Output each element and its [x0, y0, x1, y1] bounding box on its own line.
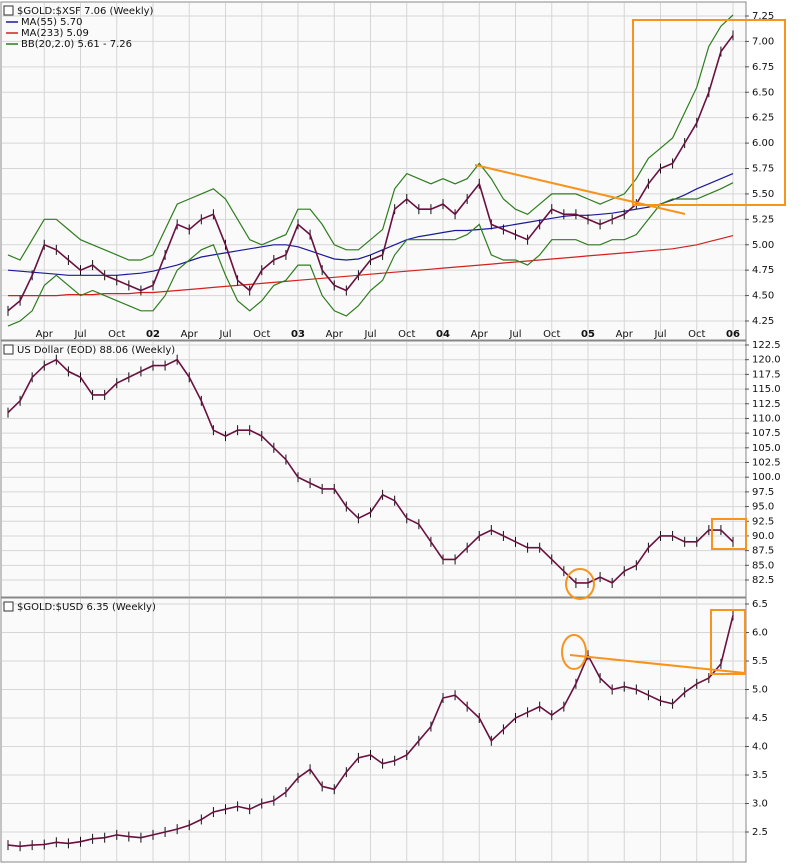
y-tick-label: 6.0 — [752, 628, 768, 639]
y-tick-label: 90.0 — [752, 531, 774, 542]
y-tick-label: 6.00 — [752, 138, 774, 149]
y-tick-label: 5.5 — [752, 656, 768, 667]
panel-frame — [0, 340, 747, 598]
y-tick-label: 6.50 — [752, 87, 774, 98]
x-tick-label: Apr — [181, 329, 199, 340]
series-line — [7, 14, 734, 261]
x-tick-label: Oct — [108, 329, 125, 340]
y-tick-label: 110.0 — [752, 413, 781, 424]
highlight-box — [632, 19, 786, 206]
x-tick-label: Apr — [616, 329, 634, 340]
y-tick-label: 3.0 — [752, 799, 768, 810]
chart-title: $GOLD:$USD 6.35 (Weekly) — [17, 602, 156, 613]
x-tick-label: Apr — [471, 329, 489, 340]
y-tick-label: 107.5 — [752, 428, 781, 439]
trend-line — [474, 164, 686, 215]
x-tick-label: Oct — [253, 329, 270, 340]
x-tick-label: 02 — [146, 329, 160, 340]
chart-title: $GOLD:$XSF 7.06 (Weekly) — [17, 6, 154, 17]
y-tick-label: 122.5 — [752, 340, 781, 351]
title-icon — [3, 344, 14, 355]
x-tick-label: Apr — [326, 329, 344, 340]
y-tick-label: 120.0 — [752, 355, 781, 366]
y-tick-label: 5.25 — [752, 214, 774, 225]
price-line — [7, 34, 734, 312]
y-tick-label: 3.5 — [752, 770, 768, 781]
y-tick-label: 6.75 — [752, 62, 774, 73]
x-tick-label: Jul — [363, 329, 376, 340]
x-tick-label: Apr — [36, 329, 54, 340]
y-tick-label: 97.5 — [752, 487, 774, 498]
x-tick-label: Jul — [218, 329, 231, 340]
series-line-lower — [7, 182, 734, 327]
y-tick-label: 4.50 — [752, 291, 774, 302]
y-tick-label: 7.25 — [752, 11, 774, 22]
y-tick-label: 115.0 — [752, 384, 781, 395]
y-tick-label: 6.5 — [752, 599, 768, 610]
highlight-circle — [561, 634, 587, 670]
x-tick-label: Jul — [508, 329, 521, 340]
x-tick-label: 05 — [581, 329, 595, 340]
x-tick-label: 03 — [291, 329, 305, 340]
y-tick-label: 100.0 — [752, 472, 781, 483]
price-line — [7, 358, 734, 584]
price-line — [7, 615, 734, 848]
highlight-box — [711, 518, 747, 550]
x-tick-label: 04 — [436, 329, 450, 340]
y-tick-label: 2.5 — [752, 827, 768, 838]
title-icon — [3, 601, 14, 612]
x-tick-label: 06 — [726, 329, 740, 340]
legend-label: BB(20,2.0) 5.61 - 7.26 — [21, 39, 132, 50]
legend-label: MA(55) 5.70 — [21, 17, 82, 28]
y-tick-label: 5.75 — [752, 164, 774, 175]
y-tick-label: 102.5 — [752, 458, 781, 469]
y-tick-label: 85.0 — [752, 560, 774, 571]
series-line — [7, 173, 734, 276]
y-tick-label: 4.5 — [752, 713, 768, 724]
y-tick-label: 5.00 — [752, 240, 774, 251]
y-tick-label: 95.0 — [752, 502, 774, 513]
x-tick-label: Jul — [73, 329, 86, 340]
series-line — [8, 235, 734, 297]
y-tick-label: 105.0 — [752, 443, 781, 454]
legend-label: MA(233) 5.09 — [21, 28, 89, 39]
y-tick-label: 87.5 — [752, 546, 774, 557]
x-tick-label: Oct — [398, 329, 415, 340]
panel-frame — [0, 597, 747, 863]
x-tick-label: Oct — [543, 329, 560, 340]
y-tick-label: 82.5 — [752, 575, 774, 586]
y-tick-label: 112.5 — [752, 399, 781, 410]
y-tick-label: 7.00 — [752, 36, 774, 47]
x-tick-label: Jul — [653, 329, 666, 340]
y-tick-label: 92.5 — [752, 516, 774, 527]
highlight-box — [710, 609, 746, 675]
trend-line — [569, 654, 746, 674]
y-tick-label: 5.50 — [752, 189, 774, 200]
y-tick-label: 117.5 — [752, 369, 781, 380]
x-tick-label: Oct — [688, 329, 705, 340]
panel-frame — [0, 1, 747, 341]
y-tick-label: 4.0 — [752, 742, 768, 753]
highlight-circle — [565, 568, 595, 600]
y-tick-label: 5.0 — [752, 685, 768, 696]
title-icon — [3, 5, 14, 16]
y-tick-label: 4.25 — [752, 316, 774, 327]
chart-title: US Dollar (EOD) 88.06 (Weekly) — [17, 345, 175, 356]
y-tick-label: 4.75 — [752, 265, 774, 276]
y-tick-label: 6.25 — [752, 113, 774, 124]
